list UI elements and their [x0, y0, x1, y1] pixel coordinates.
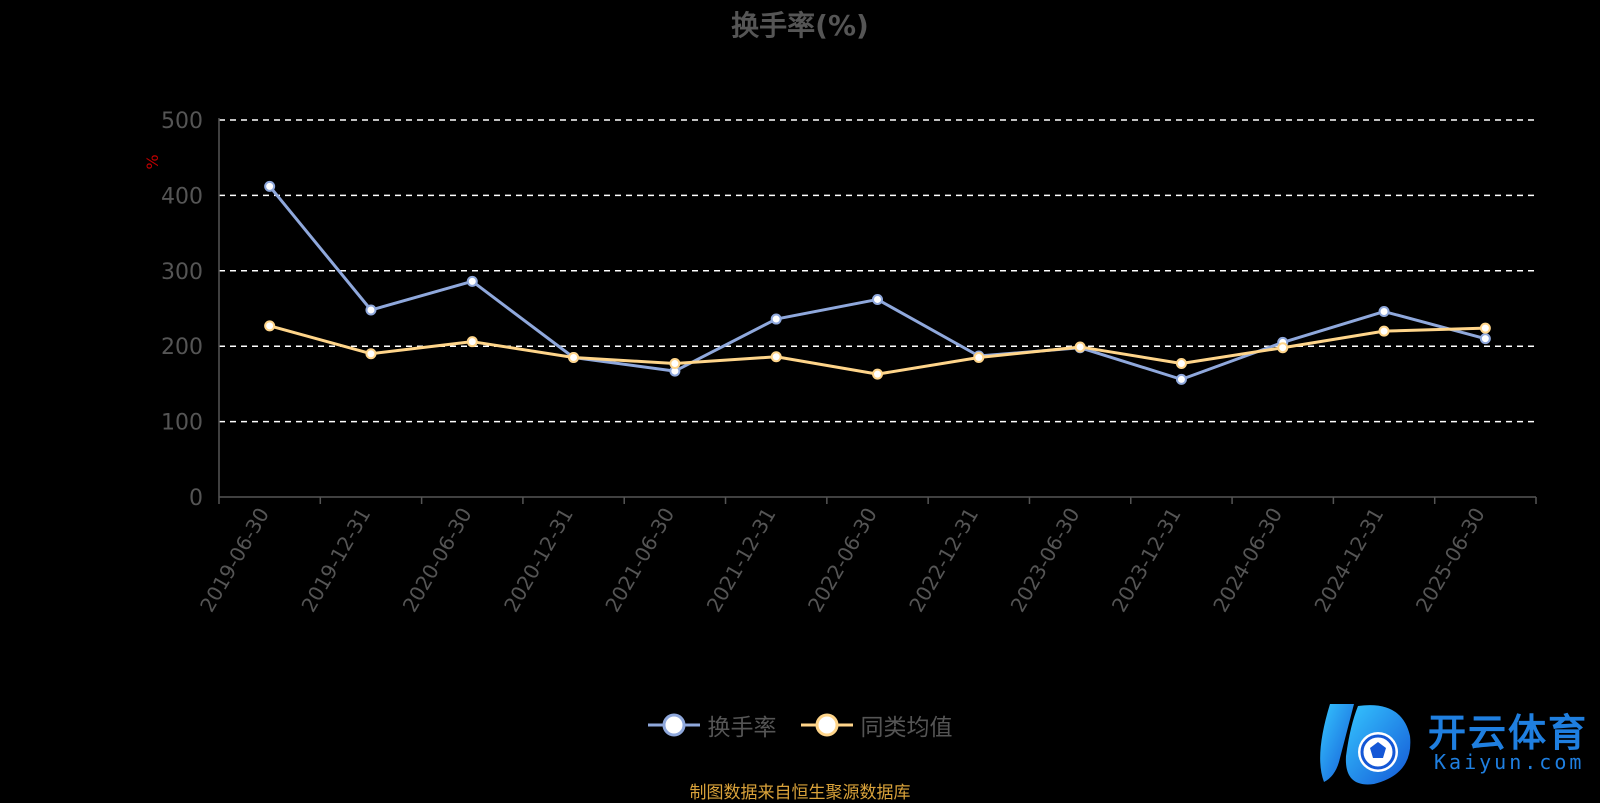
- watermark-text: 开云体育: [1428, 711, 1589, 755]
- data-point[interactable]: [264, 180, 276, 192]
- y-axis-label: %: [143, 154, 162, 169]
- series-0: [264, 180, 1491, 385]
- legend-item-peer-average[interactable]: 同类均值: [800, 708, 953, 742]
- data-point[interactable]: [365, 304, 377, 316]
- y-tick-label: 0: [189, 486, 203, 511]
- data-point[interactable]: [568, 352, 580, 364]
- data-point[interactable]: [1074, 341, 1086, 353]
- x-tick-label: 2023-06-30: [1006, 504, 1085, 617]
- data-point[interactable]: [1175, 358, 1187, 370]
- data-point[interactable]: [973, 352, 985, 364]
- x-tick-label: 2020-06-30: [398, 504, 477, 617]
- axes: [218, 118, 1537, 504]
- data-point[interactable]: [1479, 322, 1491, 334]
- y-tick-label: 500: [161, 109, 203, 134]
- x-tick-label: 2020-12-31: [499, 504, 578, 617]
- x-tick-labels: 2019-06-30 2019-12-31 2020-06-30 2020-12-31…: [195, 503, 1490, 616]
- line-chart: 0 100 200 300 400 500 2019-06-30 2019-12-31 202…: [143, 109, 1537, 616]
- data-point[interactable]: [1378, 325, 1390, 337]
- legend-swatch-peer-average: [800, 713, 853, 737]
- series-group: [264, 180, 1491, 385]
- y-tick-label: 400: [161, 184, 203, 209]
- y-tick-labels: 0 100 200 300 400 500: [161, 109, 203, 511]
- data-point[interactable]: [872, 293, 883, 305]
- series-line: [269, 324, 1486, 376]
- y-tick-label: 200: [161, 335, 203, 360]
- x-tick-label: 2021-06-30: [600, 504, 679, 617]
- x-tick-label: 2022-06-30: [803, 504, 882, 617]
- data-point[interactable]: [669, 358, 681, 370]
- watermark-logo: 开云体育 Kaiyun.com: [1310, 696, 1594, 792]
- data-point[interactable]: [1277, 342, 1289, 354]
- chart-title: 换手率(%): [731, 9, 869, 42]
- legend-item-turnover[interactable]: 换手率: [647, 708, 777, 742]
- legend-swatch-turnover: [647, 713, 700, 737]
- source-note: 制图数据来自恒生聚源数据库: [689, 783, 911, 803]
- x-tick-label: 2025-06-30: [1411, 504, 1490, 617]
- data-point[interactable]: [1378, 306, 1390, 318]
- data-point[interactable]: [872, 368, 883, 380]
- legend: 换手率 同类均值: [0, 708, 1600, 742]
- legend-label-peer-average: 同类均值: [860, 715, 953, 741]
- data-point[interactable]: [264, 320, 276, 332]
- data-point[interactable]: [1479, 333, 1491, 345]
- series-1: [264, 320, 1491, 380]
- x-tick-label: 2019-12-31: [296, 504, 375, 617]
- x-tick-label: 2024-06-30: [1208, 504, 1287, 617]
- series-line: [268, 185, 1486, 381]
- data-point[interactable]: [466, 275, 478, 287]
- data-point[interactable]: [1175, 373, 1187, 385]
- x-tick-label: 2024-12-31: [1309, 504, 1388, 617]
- watermark-subtext: Kaiyun.com: [1434, 750, 1585, 774]
- data-point[interactable]: [365, 348, 377, 360]
- y-tick-label: 300: [161, 260, 203, 285]
- data-point[interactable]: [466, 336, 478, 348]
- data-point[interactable]: [770, 351, 782, 363]
- x-tick-label: 2019-06-30: [195, 504, 274, 617]
- x-tick-label: 2022-12-31: [904, 503, 983, 616]
- y-tick-label: 100: [161, 411, 203, 436]
- legend-label-turnover: 换手率: [707, 715, 777, 741]
- kaiyun-logo-icon: [1320, 704, 1411, 785]
- data-point[interactable]: [770, 313, 782, 325]
- x-tick-label: 2023-12-31: [1107, 504, 1186, 617]
- x-tick-label: 2021-12-31: [702, 504, 781, 617]
